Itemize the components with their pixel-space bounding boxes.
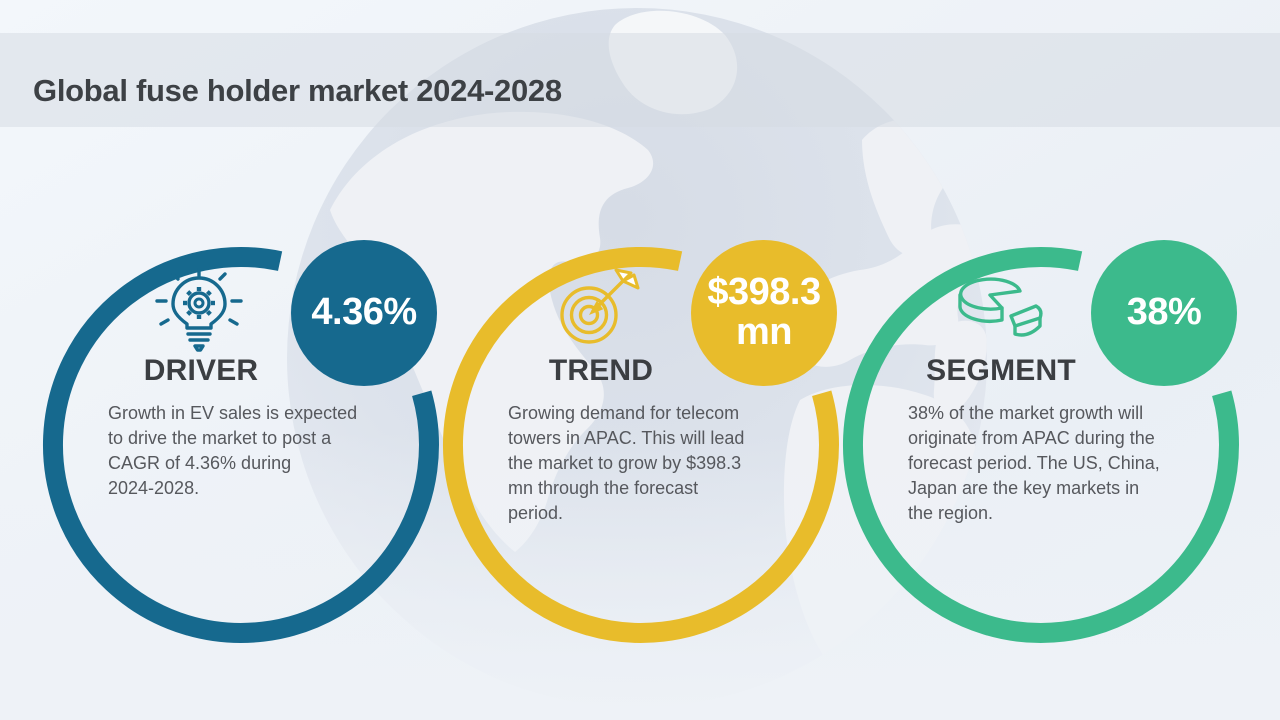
lightbulb-gear-icon — [153, 265, 245, 355]
segment-description: 38% of the market growth will originate … — [908, 403, 1160, 523]
target-arrow-icon — [553, 265, 645, 355]
driver-value-badge: 4.36% — [291, 240, 437, 386]
trend-heading: TREND — [548, 354, 654, 387]
driver-value: 4.36% — [311, 291, 417, 334]
header-band: Global fuse holder market 2024-2028 — [0, 33, 1280, 127]
trend-value: $398.3 mn — [707, 271, 821, 353]
card-trend: $398.3 mn TREND Growing demand for telec… — [441, 235, 841, 675]
segment-value: 38% — [1126, 291, 1202, 334]
segment-value-badge: 38% — [1091, 240, 1237, 386]
driver-ring-arc — [43, 247, 439, 643]
page-title: Global fuse holder market 2024-2028 — [33, 73, 562, 108]
trend-value-badge: $398.3 mn — [691, 240, 837, 386]
card-driver: 4.36% — [41, 235, 441, 675]
trend-ring-arc — [443, 247, 839, 643]
driver-heading: DRIVER — [143, 354, 259, 387]
driver-description: Growth in EV sales is expected to drive … — [108, 403, 358, 498]
pie-chart-icon — [953, 265, 1045, 355]
trend-description: Growing demand for telecom towers in APA… — [508, 403, 745, 523]
segment-ring-arc — [843, 247, 1239, 643]
segment-heading: SEGMENT — [926, 354, 1076, 387]
card-segment: 38% SEGMENT 38% of the market growth wil… — [841, 235, 1241, 675]
